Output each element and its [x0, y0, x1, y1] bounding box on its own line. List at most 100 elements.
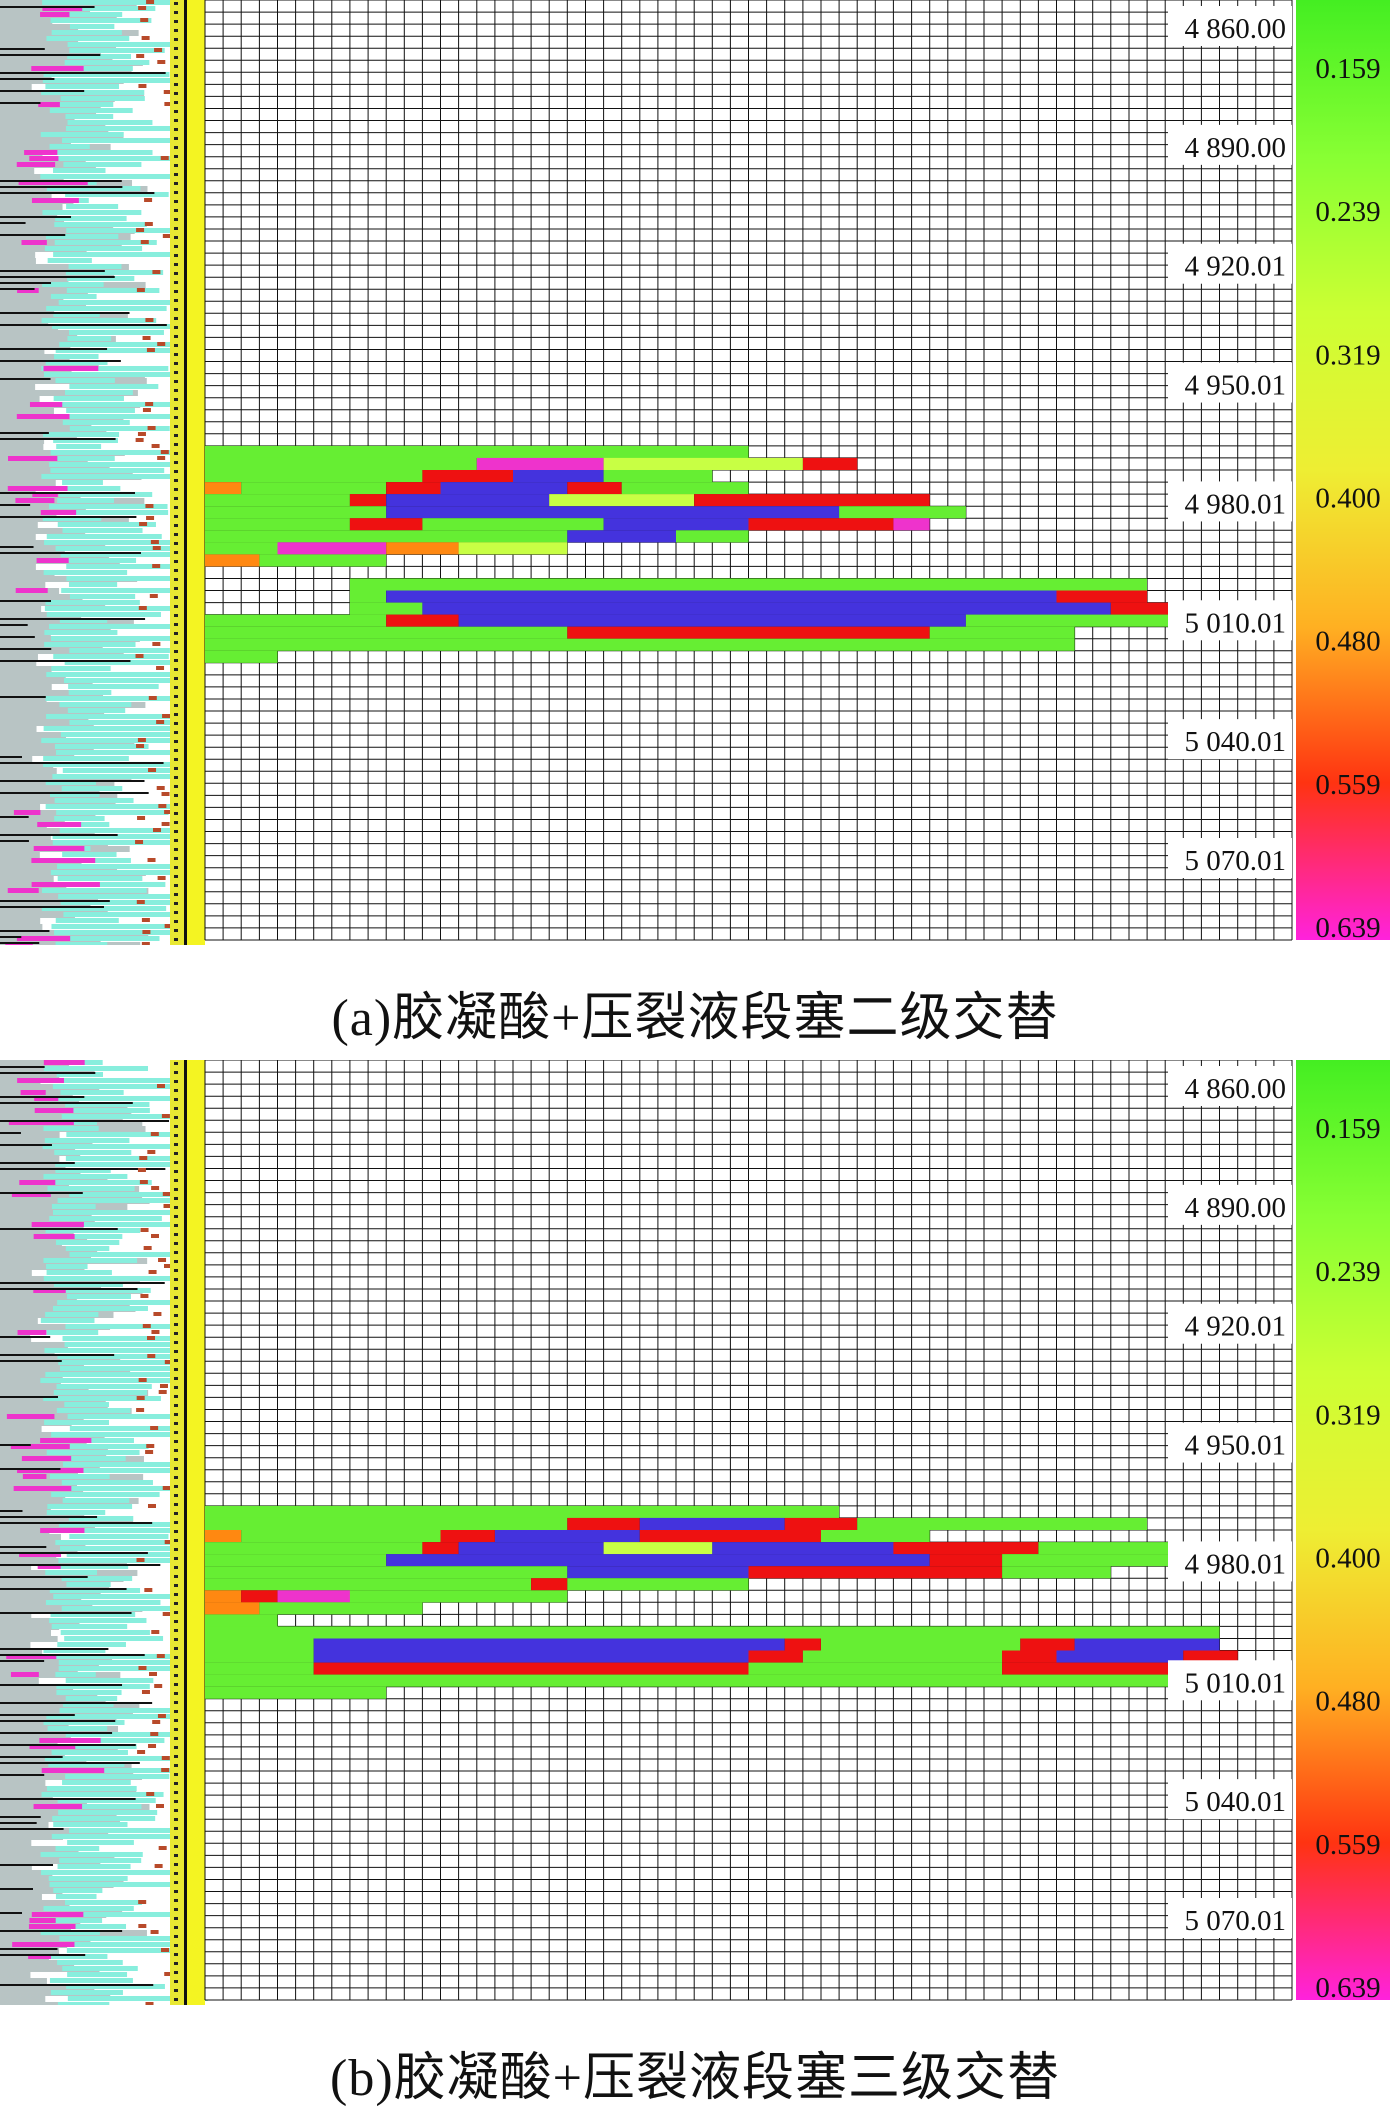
- fracture-band-50: [1002, 1650, 1057, 1663]
- fracture-band-23: [839, 506, 966, 519]
- fracture-band-12: [440, 482, 568, 495]
- depth-label-box: [1168, 6, 1292, 46]
- fracture-band-26: [422, 518, 604, 531]
- colorbar-tick-label: 0.239: [1315, 1256, 1380, 1288]
- depth-label-box: [1168, 1066, 1292, 1106]
- figure-panel-a: 4 860.00 4 890.00 4 920.01 4 950.01 4 980.01…: [0, 0, 1390, 948]
- fracture-band-21: [386, 506, 513, 519]
- fracture-band-2: [476, 457, 604, 470]
- colorbar-tick-label: 0.159: [1315, 53, 1380, 85]
- fracture-band-32: [676, 530, 749, 543]
- fracture-band-30: [205, 530, 568, 543]
- fracture-band-33: [205, 542, 278, 555]
- colorbar-tick-label: 0.319: [1315, 1399, 1380, 1431]
- fracture-band-55: [205, 650, 278, 663]
- fracture-band-51: [205, 626, 568, 639]
- fracture-band-27: [603, 518, 749, 531]
- fracture-band-25: [205, 1566, 568, 1579]
- fracture-band-31: [567, 1578, 749, 1591]
- fracture-band-3: [639, 1517, 785, 1530]
- depth-labels: 4 860.00 4 890.00 4 920.01 4 950.01 4 980.01…: [1168, 1066, 1292, 1938]
- fracture-band-55: [748, 1662, 1003, 1675]
- depth-label: 4 950.01: [1185, 1430, 1287, 1462]
- fracture-band-16: [712, 1542, 894, 1555]
- fracture-heatmap-b: 4 860.00 4 890.00 4 920.01 4 950.01 4 980.01…: [0, 1059, 1390, 2008]
- depth-label-box: [1168, 1898, 1292, 1938]
- fracture-band-40: [349, 590, 387, 603]
- fracture-band-19: [694, 494, 930, 507]
- fracture-band-45: [1110, 602, 1184, 615]
- fracture-band-46: [205, 614, 387, 627]
- fracture-band-43: [349, 602, 423, 615]
- colorbar-tick-label: 0.639: [1315, 912, 1380, 944]
- fracture-band-15: [205, 494, 350, 507]
- fracture-band-41: [313, 1638, 785, 1651]
- colorbar-tick-label: 0.239: [1315, 196, 1380, 228]
- fracture-band-3: [603, 457, 803, 470]
- fracture-band-48: [748, 1650, 803, 1663]
- fracture-band-41: [386, 590, 1057, 603]
- fracture-band-7: [513, 470, 604, 483]
- depth-label: 4 920.01: [1185, 251, 1287, 283]
- fracture-band-2: [567, 1517, 640, 1530]
- fracture-band-42: [784, 1638, 821, 1651]
- depth-label-box: [1168, 1422, 1292, 1463]
- colorbar-tick-label: 0.159: [1315, 1113, 1380, 1145]
- depth-label: 4 920.01: [1185, 1311, 1287, 1343]
- colorbar-tick-label: 0.639: [1315, 1972, 1380, 2004]
- depth-label: 5 040.01: [1185, 1786, 1287, 1818]
- fracture-band-48: [458, 614, 966, 627]
- depth-label: 4 860.00: [1185, 13, 1287, 45]
- fracture-band-58: [205, 1686, 387, 1699]
- depth-label: 4 980.01: [1185, 1548, 1287, 1580]
- fracture-band-44: [1020, 1638, 1075, 1651]
- fracture-band-47: [386, 614, 459, 627]
- depth-label-box: [1168, 719, 1292, 760]
- fracture-band-8: [603, 470, 713, 483]
- depth-label-box: [1168, 1779, 1292, 1820]
- depth-label: 5 070.01: [1185, 845, 1287, 877]
- depth-label: 4 890.00: [1185, 1192, 1287, 1224]
- fracture-band-54: [313, 1662, 749, 1675]
- fracture-band-51: [1056, 1650, 1184, 1663]
- depth-label-box: [1168, 838, 1292, 878]
- fracture-band-10: [241, 482, 387, 495]
- fracture-band-5: [205, 470, 423, 483]
- fracture-band-1: [205, 457, 477, 470]
- colorbar-tick-label: 0.319: [1315, 339, 1380, 371]
- fracture-band-22: [929, 1554, 1003, 1567]
- fracture-band-14: [458, 1542, 604, 1555]
- fracture-band-6: [205, 1530, 242, 1543]
- fracture-band-28: [1002, 1566, 1111, 1579]
- fracture-band-6: [422, 470, 513, 483]
- figure-panel-b: 4 860.00 4 890.00 4 920.01 4 950.01 4 980.01…: [0, 1059, 1390, 2008]
- fracture-band-39: [205, 1626, 1220, 1639]
- fracture-band-1: [205, 1517, 568, 1530]
- well-log-track: [0, 0, 205, 948]
- fracture-bands: [205, 445, 1220, 663]
- fracture-band-52: [567, 626, 930, 639]
- fracture-band-28: [748, 518, 894, 531]
- colorbar-gradient: [1296, 1060, 1390, 2000]
- fracture-band-46: [205, 1650, 314, 1663]
- fracture-band-33: [241, 1590, 278, 1603]
- fracture-band-0: [205, 445, 749, 458]
- fracture-band-49: [802, 1650, 1003, 1663]
- depth-label-box: [1168, 362, 1292, 403]
- fracture-band-34: [277, 1590, 350, 1603]
- fracture-band-39: [349, 578, 1147, 591]
- fracture-band-10: [639, 1530, 821, 1543]
- fracture-band-26: [567, 1566, 749, 1579]
- fracture-band-22: [513, 506, 840, 519]
- fracture-band-8: [440, 1530, 495, 1543]
- fracture-band-17: [893, 1542, 1039, 1555]
- colorbar-tick-label: 0.480: [1315, 626, 1380, 658]
- fracture-bands: [205, 1505, 1256, 1699]
- fracture-band-17: [386, 494, 550, 507]
- fracture-band-40: [205, 1638, 314, 1651]
- fracture-band-30: [531, 1578, 568, 1591]
- fracture-band-18: [549, 494, 695, 507]
- fracture-band-35: [386, 542, 459, 555]
- depth-label-box: [1168, 1660, 1292, 1701]
- colorbar: 0.159 0.239 0.319 0.400 0.480 0.559 0.639: [1296, 1060, 1390, 2004]
